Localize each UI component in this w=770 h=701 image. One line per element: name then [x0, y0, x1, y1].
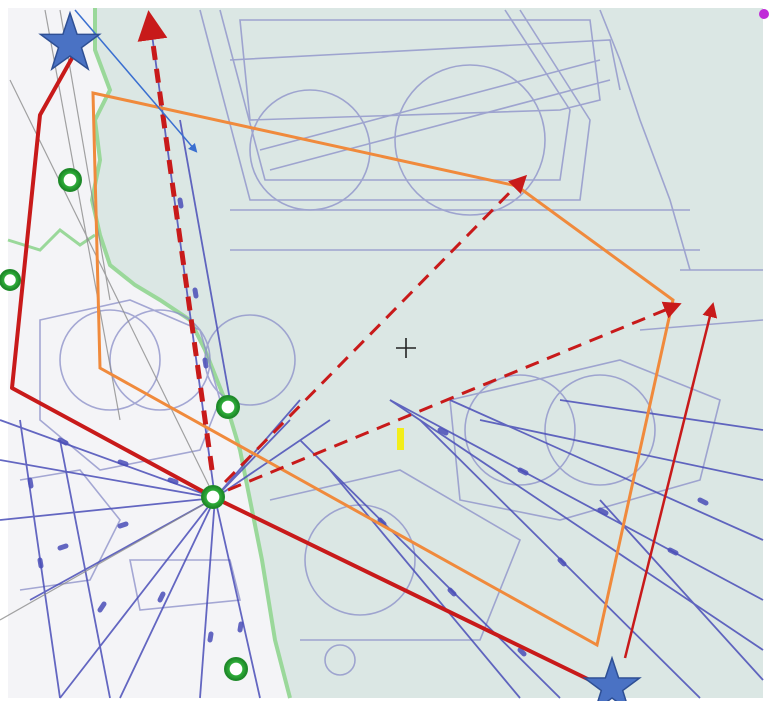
red-route-line: [10, 34, 601, 687]
chart-structures: [19, 9, 764, 676]
coastline: [89, 8, 292, 699]
waypoint-marker: [216, 395, 240, 419]
blue-arrow: [74, 9, 198, 153]
orange-area-boundary: [91, 91, 675, 648]
crosshair-icon: [396, 338, 416, 358]
waypoint-marker: [58, 168, 82, 192]
waypoint-marker: [0, 269, 21, 291]
airway-markers: [27, 197, 709, 657]
dashed-arrow-north: [137, 10, 215, 471]
grey-lines: [0, 9, 216, 621]
waypoint-marker: [201, 485, 225, 509]
end-star-icon: [582, 655, 642, 701]
red-route-arrow-ne: [623, 302, 718, 659]
coastline-west: [7, 228, 96, 252]
yellow-marker: [397, 428, 404, 450]
waypoints: [0, 168, 248, 681]
waypoint-marker: [224, 657, 248, 681]
start-star-icon: [38, 10, 102, 72]
dashed-arrow-east: [227, 301, 682, 492]
dashed-arrow-northeast: [223, 174, 528, 484]
corner-marker: [759, 9, 769, 19]
dashed-red-arrows: [137, 10, 682, 492]
sea-area: [92, 8, 763, 698]
